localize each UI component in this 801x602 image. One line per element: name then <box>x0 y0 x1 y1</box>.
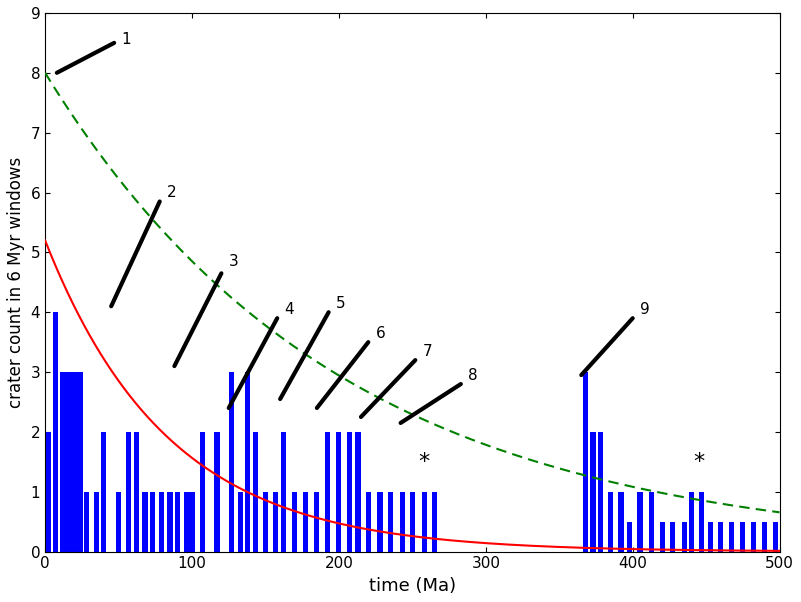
Bar <box>229 372 234 551</box>
Bar <box>46 432 50 551</box>
Bar <box>366 492 371 551</box>
Bar <box>583 372 588 551</box>
Text: 8: 8 <box>469 368 478 382</box>
Bar <box>134 432 139 551</box>
Bar <box>699 492 704 551</box>
Bar <box>410 492 415 551</box>
Bar <box>751 522 756 551</box>
Text: 3: 3 <box>229 254 239 269</box>
Y-axis label: crater count in 6 Myr windows: crater count in 6 Myr windows <box>7 157 25 408</box>
Bar <box>60 372 66 551</box>
Text: *: * <box>418 452 430 472</box>
Text: 9: 9 <box>640 302 650 317</box>
Bar <box>167 492 172 551</box>
Bar <box>175 492 180 551</box>
Bar <box>127 432 131 551</box>
Bar <box>421 492 427 551</box>
Bar <box>116 492 121 551</box>
Bar <box>150 492 155 551</box>
Bar <box>729 522 734 551</box>
Bar <box>388 492 393 551</box>
Bar <box>356 432 360 551</box>
Bar <box>598 432 603 551</box>
Bar <box>336 432 341 551</box>
Bar <box>638 492 642 551</box>
Bar <box>314 492 320 551</box>
Bar <box>377 492 383 551</box>
Text: 7: 7 <box>423 344 433 359</box>
Bar <box>689 492 694 551</box>
Text: 1: 1 <box>122 33 131 48</box>
Bar <box>324 432 330 551</box>
Bar <box>303 492 308 551</box>
Bar <box>280 432 286 551</box>
Bar <box>718 522 723 551</box>
Bar <box>245 372 251 551</box>
Text: 2: 2 <box>167 185 177 200</box>
Bar <box>627 522 632 551</box>
Bar <box>263 492 268 551</box>
Text: *: * <box>693 452 704 472</box>
Bar <box>682 522 686 551</box>
Bar <box>159 492 163 551</box>
X-axis label: time (Ma): time (Ma) <box>368 577 456 595</box>
Bar <box>190 492 195 551</box>
Bar <box>94 492 99 551</box>
Bar <box>347 432 352 551</box>
Bar <box>101 432 107 551</box>
Bar <box>143 492 147 551</box>
Bar <box>590 432 596 551</box>
Bar <box>659 522 665 551</box>
Bar <box>83 492 89 551</box>
Bar <box>78 372 83 551</box>
Text: 5: 5 <box>336 296 345 311</box>
Text: 4: 4 <box>284 302 294 317</box>
Bar <box>618 492 623 551</box>
Bar <box>670 522 675 551</box>
Bar <box>183 492 189 551</box>
Bar <box>65 372 70 551</box>
Bar <box>215 432 219 551</box>
Bar <box>199 432 205 551</box>
Bar <box>273 492 278 551</box>
Bar <box>252 432 258 551</box>
Bar <box>763 522 767 551</box>
Bar <box>400 492 405 551</box>
Bar <box>432 492 437 551</box>
Bar <box>238 492 243 551</box>
Bar <box>650 492 654 551</box>
Bar <box>53 312 58 551</box>
Bar <box>740 522 746 551</box>
Text: 6: 6 <box>376 326 385 341</box>
Bar <box>608 492 614 551</box>
Bar <box>74 372 78 551</box>
Bar <box>708 522 713 551</box>
Bar <box>69 372 74 551</box>
Bar <box>292 492 297 551</box>
Bar <box>773 522 778 551</box>
